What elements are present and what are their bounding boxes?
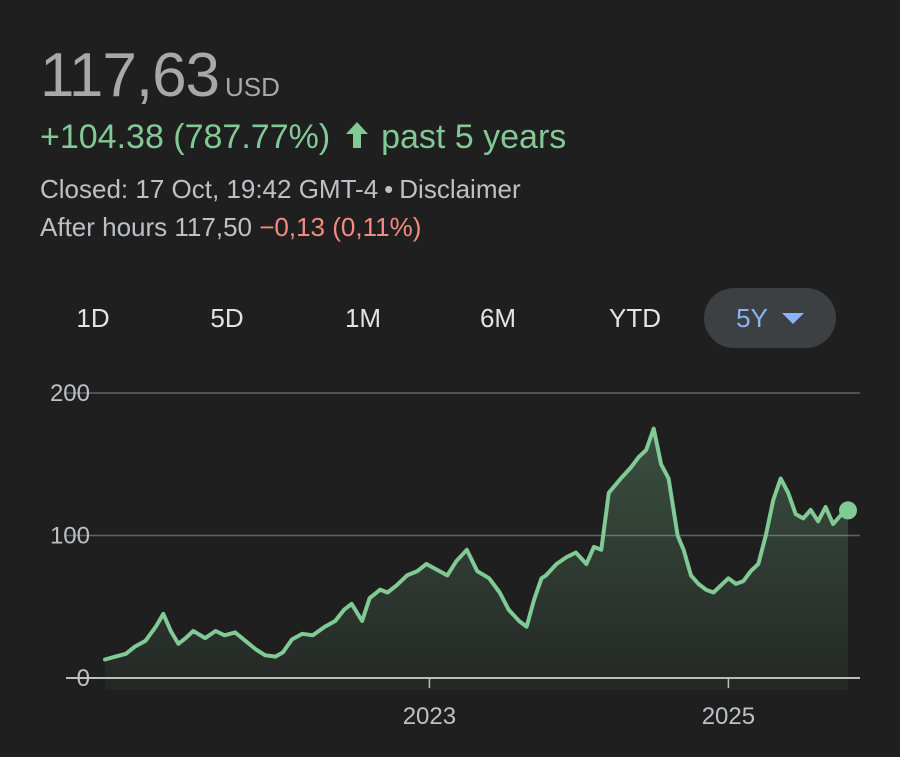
disclaimer-link[interactable]: Disclaimer: [399, 174, 521, 204]
y-tick-label: 200: [50, 380, 90, 407]
price-chart: 200 100 0 2023 2025: [50, 380, 860, 730]
range-label: YTD: [609, 303, 661, 333]
closed-info: Closed: 17 Oct, 19:42 GMT-4 • Disclaimer: [40, 174, 521, 205]
arrow-up-icon: [344, 120, 370, 159]
range-label: 1D: [76, 303, 110, 333]
price-line: [103, 426, 850, 662]
range-1m[interactable]: 1M: [322, 288, 404, 348]
range-label: 5Y: [736, 303, 768, 333]
change-period: past 5 years: [381, 118, 567, 156]
current-price: 117,63: [40, 41, 220, 110]
range-5y-dropdown[interactable]: 5Y: [704, 288, 836, 348]
chart-ticks: 200 100 0 2023 2025: [50, 380, 755, 730]
chart-area-layer: [103, 426, 857, 690]
caret-down-icon: [781, 312, 804, 324]
price-area-fill: [105, 428, 848, 690]
x-tick-label: 2023: [403, 703, 456, 730]
current-point-marker: [839, 501, 857, 520]
price-change: +104.38 (787.77%): [40, 118, 331, 156]
closed-label: Closed: 17 Oct, 19:42 GMT-4: [40, 174, 379, 204]
range-5d[interactable]: 5D: [186, 288, 268, 348]
range-selector: 1D 5D 1M 6M YTD 5Y: [0, 288, 900, 348]
after-hours-change: −0,13 (0,11%): [259, 212, 422, 242]
y-tick-label: 0: [77, 665, 90, 692]
price-row: 117,63 USD: [40, 40, 280, 110]
range-label: 1M: [344, 303, 382, 333]
range-ytd[interactable]: YTD: [590, 288, 680, 348]
range-6m[interactable]: 6M: [457, 288, 539, 348]
bullet-separator: •: [384, 174, 394, 204]
after-hours-label: After hours 117,50: [40, 212, 252, 242]
y-tick-label: 100: [50, 523, 90, 550]
range-1d[interactable]: 1D: [52, 288, 134, 348]
currency-label: USD: [225, 72, 280, 102]
range-label: 5D: [210, 303, 244, 333]
price-change-row: +104.38 (787.77%) past 5 years: [40, 118, 566, 159]
range-label: 6M: [479, 303, 517, 333]
after-hours-info: After hours 117,50 −0,13 (0,11%): [40, 212, 421, 243]
x-tick-label: 2025: [702, 703, 755, 730]
